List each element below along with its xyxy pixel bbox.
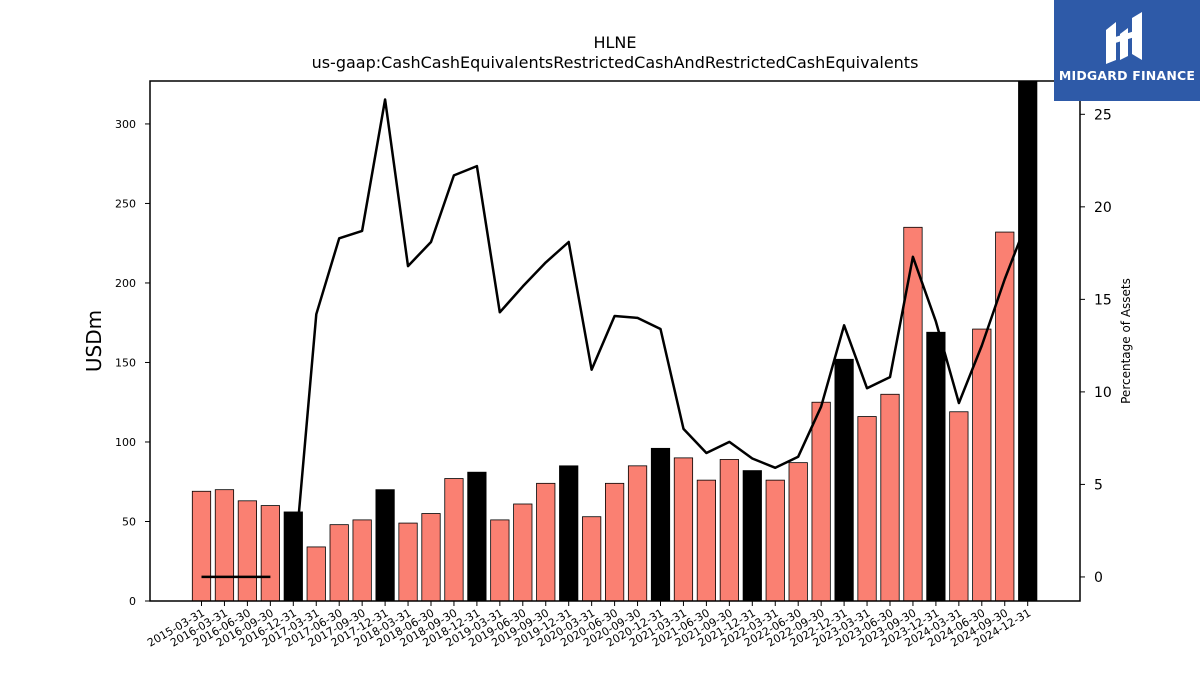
bar-2016-12-31 — [283, 511, 303, 602]
bar-2020-12-31 — [650, 447, 671, 602]
bar-2015-03-31 — [191, 490, 212, 602]
midgard-logo-icon — [1106, 12, 1142, 64]
y2-axis-label: Percentage of Assets — [1119, 278, 1133, 404]
bar-2021-03-31 — [673, 457, 694, 602]
y-tick-label: 150 — [115, 356, 136, 369]
bar-2022-09-30 — [811, 401, 831, 602]
bar-2024-09-30 — [995, 231, 1015, 602]
bar-2023-06-30 — [880, 393, 900, 602]
logo-text: MIDGARD FINANCE — [1058, 68, 1196, 83]
bar-2018-06-30 — [421, 513, 441, 602]
bar-2017-06-30 — [329, 524, 349, 602]
bar-2023-03-31 — [857, 416, 877, 602]
bar-2018-12-31 — [467, 471, 487, 602]
y-tick-label: 300 — [115, 118, 136, 131]
bar-2017-12-31 — [375, 489, 395, 602]
bar-2017-03-31 — [306, 546, 326, 602]
y-tick-label: 100 — [115, 436, 136, 449]
bar-2018-09-30 — [444, 478, 464, 602]
chart-title: HLNE — [593, 33, 636, 52]
bar-2020-09-30 — [627, 465, 648, 602]
bar-2019-12-31 — [559, 465, 579, 602]
y2-tick-label: 5 — [1094, 477, 1103, 493]
y-axis-label: USDm — [82, 310, 106, 372]
bar-2022-06-30 — [788, 462, 808, 602]
chart-subtitle: us-gaap:CashCashEquivalentsRestrictedCas… — [312, 53, 919, 72]
bar-2024-03-31 — [949, 411, 969, 602]
bar-2021-09-30 — [719, 459, 739, 602]
bar-2022-12-31 — [834, 358, 854, 602]
bar-2021-06-30 — [696, 479, 717, 602]
y-tick-label: 200 — [115, 277, 136, 290]
bar-2017-09-30 — [352, 519, 372, 602]
bar-2016-06-30 — [237, 500, 257, 602]
bar-2016-03-31 — [214, 489, 235, 602]
bar-2023-09-30 — [903, 226, 923, 602]
y2-tick-label: 10 — [1094, 385, 1112, 401]
bar-2020-06-30 — [605, 482, 625, 602]
y2-tick-label: 0 — [1094, 570, 1103, 586]
midgard-finance-logo: MIDGARD FINANCE — [1054, 0, 1200, 101]
y2-tick-label: 15 — [1094, 292, 1112, 308]
y-tick-label: 0 — [129, 595, 136, 608]
bar-2019-09-30 — [536, 482, 556, 602]
bar-2021-12-31 — [742, 470, 762, 602]
bar-2019-06-30 — [513, 503, 533, 602]
y-tick-label: 50 — [122, 515, 136, 528]
bar-2024-06-30 — [972, 328, 992, 602]
bar-2019-03-31 — [490, 519, 510, 602]
bar-2024-12-31 — [1018, 80, 1038, 602]
percentage-line — [292, 98, 1029, 578]
y2-tick-label: 20 — [1094, 200, 1112, 216]
bar-2018-03-31 — [398, 522, 418, 602]
y-tick-label: 250 — [115, 197, 136, 210]
y2-tick-label: 25 — [1094, 107, 1112, 123]
bar-2016-09-30 — [260, 505, 280, 602]
bar-2023-12-31 — [926, 331, 946, 602]
bar-2020-03-31 — [582, 516, 602, 602]
bar-2022-03-31 — [765, 479, 785, 602]
